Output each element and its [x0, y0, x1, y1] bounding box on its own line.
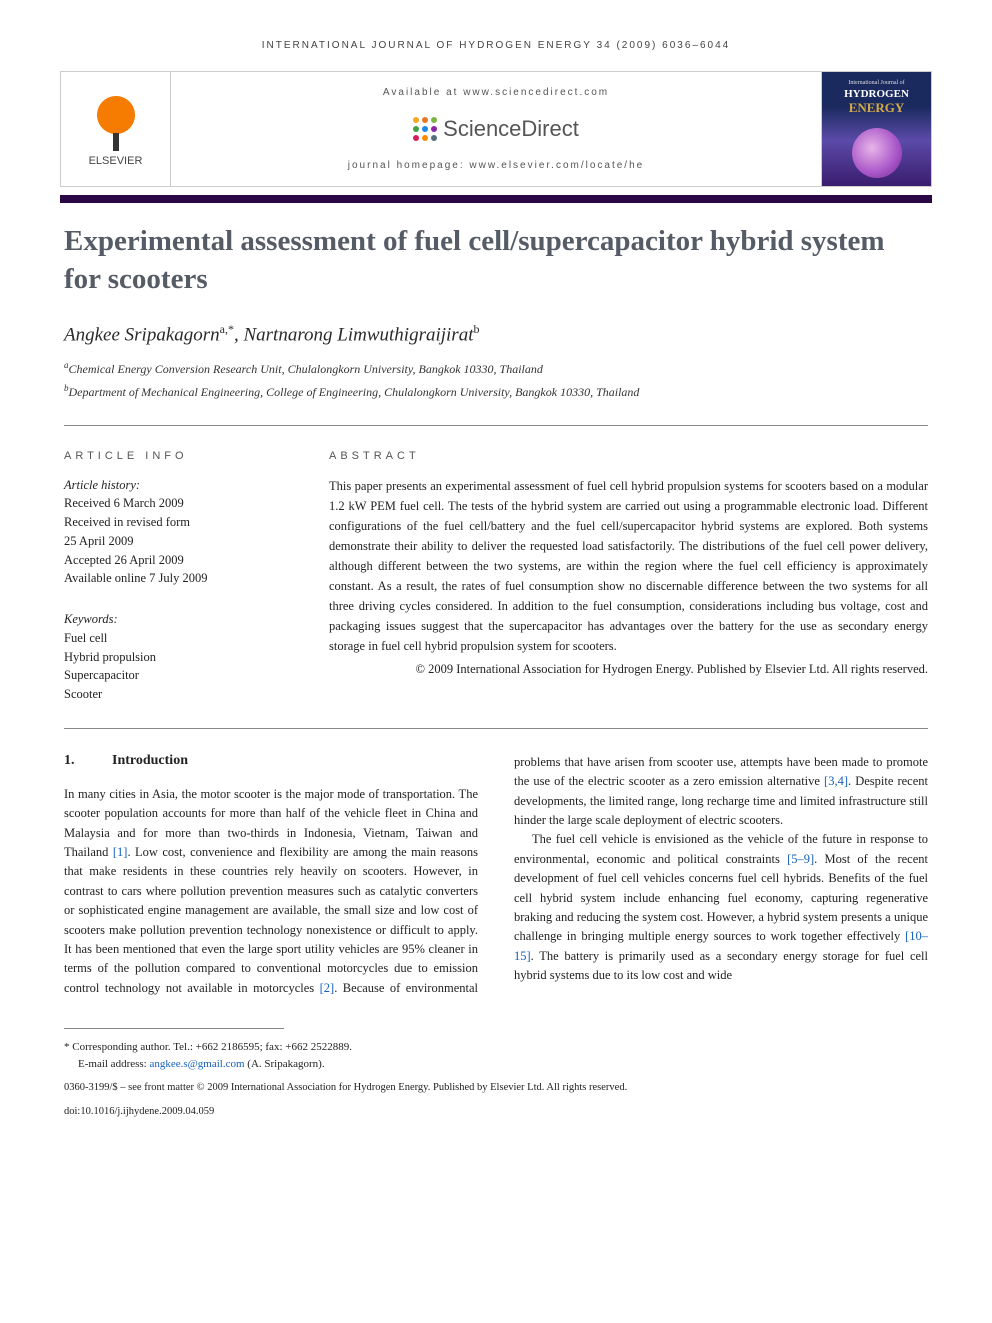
color-bar	[60, 195, 932, 203]
body-section: 1.Introduction In many cities in Asia, t…	[64, 753, 928, 998]
sd-dot	[422, 117, 428, 123]
available-text: Available at www.sciencedirect.com	[383, 87, 609, 98]
cover-title-2: ENERGY	[849, 100, 905, 116]
article-info-head: ARTICLE INFO	[64, 450, 289, 462]
sd-dot	[422, 126, 428, 132]
history-line: Available online 7 July 2009	[64, 569, 289, 588]
history-line: Accepted 26 April 2009	[64, 551, 289, 570]
history-line: Received 6 March 2009	[64, 494, 289, 513]
ref-link[interactable]: [5–9]	[787, 852, 814, 866]
elsevier-logo[interactable]: ELSEVIER	[61, 72, 171, 186]
divider-bottom	[64, 728, 928, 729]
section-1-num: 1.	[64, 753, 112, 769]
sd-dot	[431, 126, 437, 132]
ref-link[interactable]: [1]	[113, 845, 128, 859]
header-center: Available at www.sciencedirect.com Scien…	[171, 72, 821, 186]
sd-dot	[422, 135, 428, 141]
email-label: E-mail address:	[78, 1058, 149, 1070]
sd-dot	[431, 117, 437, 123]
cover-top-text: International Journal of	[848, 80, 904, 86]
page-container: INTERNATIONAL JOURNAL OF HYDROGEN ENERGY…	[0, 0, 992, 1150]
abstract-text: This paper presents an experimental asse…	[329, 476, 928, 656]
section-1-label: Introduction	[112, 753, 188, 768]
elsevier-tree-icon	[86, 91, 146, 151]
sd-dot	[413, 135, 419, 141]
ref-link[interactable]: [2]	[320, 981, 335, 995]
authors: Angkee Sripakagorna,*, Nartnarong Limwut…	[64, 322, 928, 346]
corr-label: * Corresponding author.	[64, 1041, 171, 1053]
running-header: INTERNATIONAL JOURNAL OF HYDROGEN ENERGY…	[60, 40, 932, 51]
keyword: Supercapacitor	[64, 666, 289, 685]
sd-dot	[413, 126, 419, 132]
sciencedirect-logo[interactable]: ScienceDirect	[413, 116, 579, 142]
footer-copyright: 0360-3199/$ – see front matter © 2009 In…	[64, 1080, 928, 1096]
article-history: Article history: Received 6 March 2009Re…	[64, 476, 289, 589]
copyright-text: © 2009 International Association for Hyd…	[329, 662, 928, 677]
keyword: Hybrid propulsion	[64, 648, 289, 667]
corresponding-author: * Corresponding author. Tel.: +662 21865…	[64, 1039, 928, 1072]
affiliation: bDepartment of Mechanical Engineering, C…	[64, 382, 928, 401]
info-section: ARTICLE INFO Article history: Received 6…	[64, 450, 928, 704]
sd-dot	[431, 135, 437, 141]
divider-top	[64, 425, 928, 426]
sd-brand-text: ScienceDirect	[443, 116, 579, 142]
abstract-head: ABSTRACT	[329, 450, 928, 462]
homepage-text: journal homepage: www.elsevier.com/locat…	[348, 160, 644, 171]
footer-divider	[64, 1028, 284, 1029]
keyword: Fuel cell	[64, 629, 289, 648]
affiliation: aChemical Energy Conversion Research Uni…	[64, 359, 928, 378]
footer-doi: doi:10.1016/j.ijhydene.2009.04.059	[64, 1104, 928, 1120]
history-line: 25 April 2009	[64, 532, 289, 551]
history-label: Article history:	[64, 478, 140, 492]
cover-title-1: HYDROGEN	[844, 88, 909, 100]
corr-contact: Tel.: +662 2186595; fax: +662 2522889.	[171, 1041, 352, 1053]
sd-dots-icon	[413, 117, 437, 141]
affiliations: aChemical Energy Conversion Research Uni…	[60, 359, 932, 401]
section-1-title: 1.Introduction	[64, 753, 478, 769]
history-line: Received in revised form	[64, 513, 289, 532]
cover-art-icon	[852, 128, 902, 178]
article-title: Experimental assessment of fuel cell/sup…	[64, 223, 928, 298]
keyword: Scooter	[64, 685, 289, 704]
article-info-col: ARTICLE INFO Article history: Received 6…	[64, 450, 289, 704]
abstract-col: ABSTRACT This paper presents an experime…	[329, 450, 928, 704]
email-suffix: (A. Sripakagorn).	[245, 1058, 325, 1070]
ref-link[interactable]: [3,4]	[824, 774, 848, 788]
sd-dot	[413, 117, 419, 123]
journal-cover[interactable]: International Journal of HYDROGEN ENERGY	[821, 72, 931, 186]
header-box: ELSEVIER Available at www.sciencedirect.…	[60, 71, 932, 187]
keywords-block: Keywords: Fuel cellHybrid propulsionSupe…	[64, 610, 289, 704]
email-link[interactable]: angkee.s@gmail.com	[149, 1058, 244, 1070]
elsevier-label: ELSEVIER	[89, 155, 143, 167]
body-text: In many cities in Asia, the motor scoote…	[64, 753, 928, 998]
keywords-label: Keywords:	[64, 612, 118, 626]
